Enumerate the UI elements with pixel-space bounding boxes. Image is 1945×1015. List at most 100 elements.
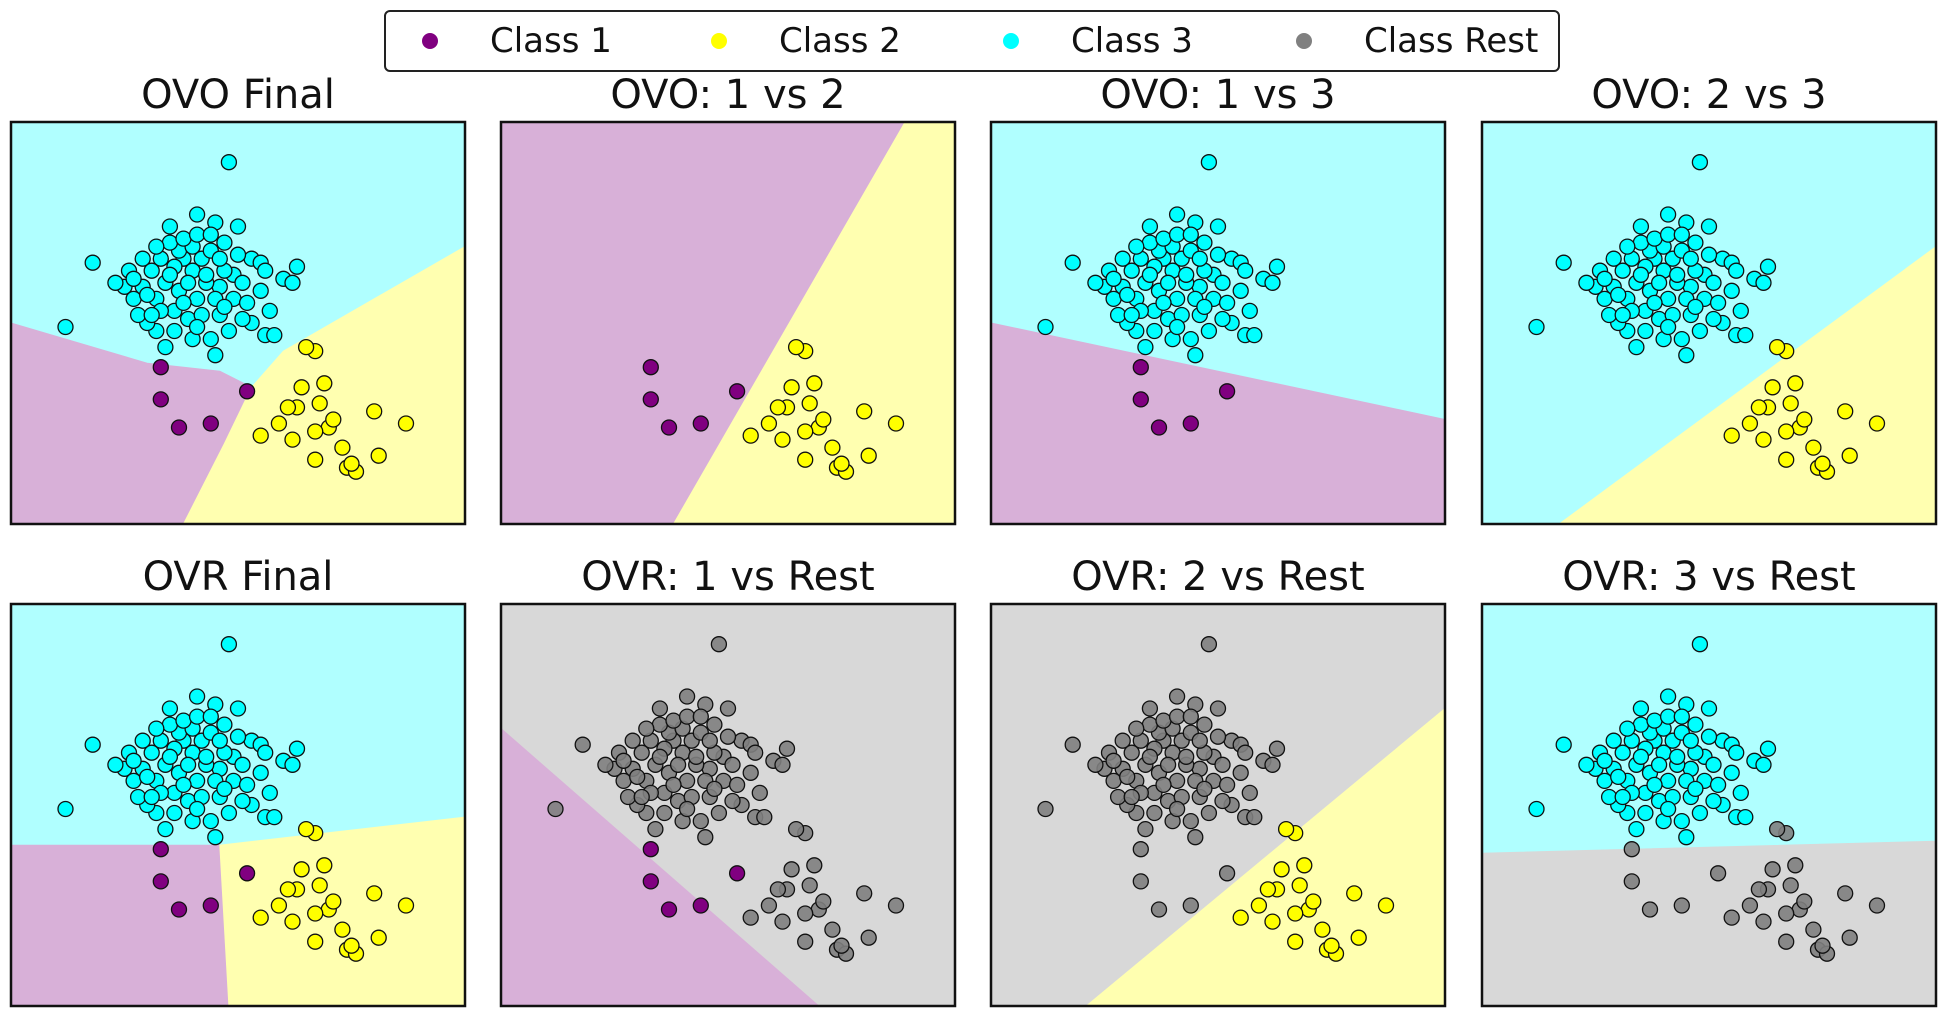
data-point — [651, 700, 669, 717]
data-point — [1659, 290, 1677, 308]
data-point — [316, 375, 333, 392]
data-point — [1578, 756, 1595, 773]
data-point — [238, 776, 256, 794]
data-point — [1669, 266, 1686, 283]
data-point — [1168, 708, 1186, 725]
data-point — [1155, 712, 1172, 729]
data-point — [1700, 728, 1718, 745]
data-point — [143, 788, 160, 806]
data-point — [202, 330, 219, 348]
panel-frame — [9, 120, 467, 526]
data-point — [633, 744, 650, 761]
data-point — [1682, 732, 1699, 749]
data-point — [1768, 338, 1786, 356]
data-point — [706, 716, 723, 733]
data-point — [1596, 270, 1613, 287]
data-point — [692, 812, 709, 830]
data-point — [1632, 234, 1650, 251]
data-point — [778, 740, 796, 757]
data-point — [293, 379, 310, 396]
data-point — [1087, 274, 1104, 291]
data-point — [1128, 238, 1145, 255]
data-point — [1350, 929, 1367, 946]
data-point — [724, 792, 741, 810]
data-point — [1646, 230, 1663, 247]
data-point — [288, 740, 306, 757]
data-point — [238, 383, 256, 400]
data-point — [710, 804, 728, 822]
data-point — [656, 804, 673, 822]
legend-label: Class 3 — [1071, 21, 1193, 61]
data-point — [1637, 322, 1654, 340]
panel-title: OVO: 1 vs 2 — [610, 72, 845, 118]
data-point — [1064, 736, 1081, 753]
data-point — [1218, 776, 1236, 794]
data-point — [1182, 897, 1199, 914]
data-point — [188, 688, 206, 705]
data-point — [742, 764, 759, 781]
legend-item: Class Rest — [1296, 12, 1538, 70]
data-point — [774, 431, 791, 448]
data-point — [1623, 841, 1640, 858]
data-point — [175, 294, 192, 312]
data-point — [1632, 266, 1650, 283]
data-point — [547, 800, 564, 818]
data-point — [1659, 708, 1677, 725]
data-point — [1796, 411, 1813, 428]
data-point — [1128, 720, 1145, 737]
data-point — [1109, 788, 1127, 806]
data-point — [207, 347, 224, 364]
data-point — [1723, 909, 1740, 926]
data-point — [1287, 905, 1304, 922]
data-point — [261, 784, 278, 802]
data-point — [252, 909, 269, 926]
data-point — [148, 720, 165, 737]
data-point — [728, 383, 746, 400]
data-point — [615, 752, 632, 769]
data-point — [1659, 318, 1677, 336]
data-point — [1768, 820, 1786, 838]
data-point — [824, 921, 841, 938]
data-point — [1705, 792, 1722, 810]
data-point — [824, 439, 841, 456]
legend-label: Class 2 — [779, 21, 901, 61]
data-point — [216, 298, 233, 316]
data-point — [202, 897, 219, 914]
data-point — [783, 379, 800, 396]
data-point — [129, 306, 147, 324]
data-point — [1600, 306, 1618, 324]
data-point — [815, 893, 832, 910]
data-point — [1610, 286, 1627, 304]
data-point — [1782, 877, 1799, 894]
data-point — [198, 266, 215, 283]
data-point — [1132, 359, 1149, 376]
data-point — [220, 804, 238, 822]
data-point — [787, 338, 805, 356]
data-point — [642, 391, 659, 408]
scatter-points — [1037, 636, 1395, 962]
data-point — [1709, 776, 1727, 794]
data-point — [1291, 877, 1308, 894]
data-point — [856, 885, 873, 902]
data-point — [1214, 310, 1231, 328]
data-point — [198, 748, 215, 765]
data-point — [1759, 258, 1777, 275]
data-point — [252, 427, 269, 444]
data-point — [769, 399, 787, 416]
data-point — [1728, 744, 1745, 761]
data-point — [229, 246, 247, 263]
data-point — [860, 447, 877, 464]
data-point — [833, 455, 850, 472]
data-point — [325, 411, 342, 428]
data-point — [202, 415, 219, 432]
data-point — [1218, 865, 1236, 882]
data-point — [1728, 262, 1745, 279]
data-point — [1687, 780, 1704, 798]
data-point — [1868, 897, 1886, 914]
data-point — [1191, 732, 1208, 749]
decision-region — [219, 816, 465, 1006]
data-point — [833, 937, 850, 954]
data-point — [234, 792, 251, 810]
panel-frame — [499, 120, 957, 526]
data-point — [1750, 881, 1768, 898]
